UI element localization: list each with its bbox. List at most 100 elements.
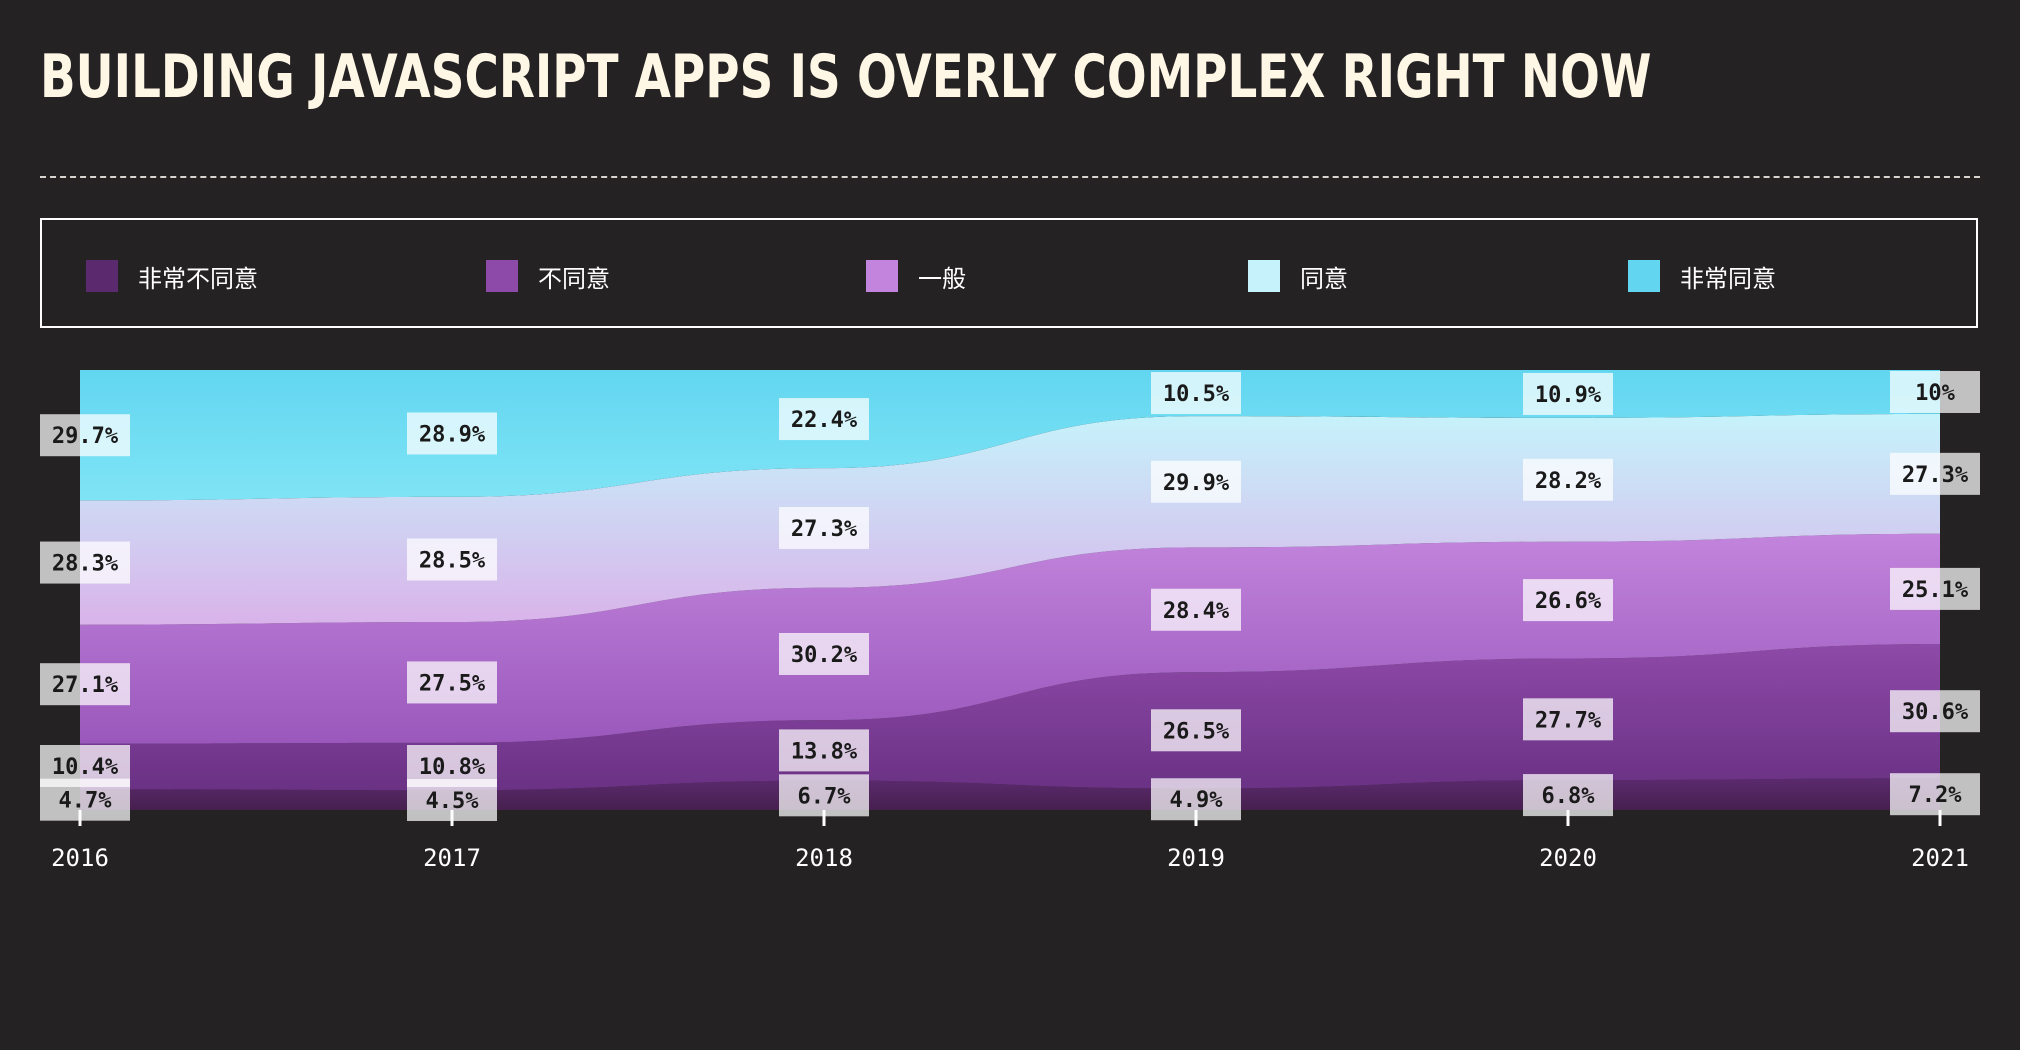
data-label-text: 10.5% (1163, 382, 1230, 407)
data-label: 30.2% (779, 632, 869, 675)
data-label-box (1890, 371, 1980, 413)
data-label-box (1151, 372, 1241, 415)
legend-label: 同意 (1300, 264, 1348, 293)
legend-swatch (1248, 260, 1280, 292)
data-label: 28.3% (40, 541, 130, 584)
data-label-text: 30.2% (791, 643, 858, 668)
data-label-box (779, 506, 869, 549)
data-label-text: 4.7% (59, 789, 113, 814)
data-label-text: 28.5% (419, 548, 486, 573)
data-label-box (1151, 588, 1241, 631)
data-label-box (1523, 372, 1613, 415)
data-label-text: 4.9% (1170, 788, 1224, 813)
data-label-box (407, 412, 497, 455)
area-3 (80, 413, 1940, 625)
legend-swatch (86, 260, 118, 292)
data-label-text: 28.2% (1535, 469, 1602, 494)
x-tick-label: 2021 (1911, 844, 1969, 872)
data-label-box (1523, 458, 1613, 501)
data-label: 26.6% (1523, 579, 1613, 622)
data-label-box (407, 661, 497, 704)
data-label-box (1523, 698, 1613, 741)
data-label-text: 6.8% (1542, 784, 1596, 809)
data-label-box (1890, 690, 1980, 733)
data-label: 7.2% (1890, 773, 1980, 816)
data-label: 10% (1890, 371, 1980, 413)
legend-item-agree[interactable]: 同意 (1248, 260, 1348, 293)
data-label-text: 28.9% (419, 422, 486, 447)
data-label: 27.5% (407, 661, 497, 704)
x-axis: 2016 2017 2018 2019 2020 2021 (51, 810, 1969, 872)
data-label: 10.8% (407, 745, 497, 787)
legend-label: 非常不同意 (138, 264, 258, 293)
data-label-text: 29.9% (1163, 471, 1230, 496)
legend-label: 不同意 (538, 264, 610, 293)
x-tick-label: 2017 (423, 844, 481, 872)
data-label-box (1523, 579, 1613, 622)
data-label-box (1523, 774, 1613, 817)
data-label-text: 10% (1915, 381, 1955, 406)
x-tick-label: 2020 (1539, 844, 1597, 872)
data-label-text: 28.3% (52, 552, 119, 577)
data-label: 6.7% (779, 774, 869, 817)
data-label-text: 27.3% (1902, 463, 1969, 488)
area-0 (80, 778, 1940, 810)
data-label: 30.6% (1890, 690, 1980, 733)
data-label-box (40, 541, 130, 584)
area-4 (80, 370, 1940, 501)
legend-item-disagree[interactable]: 不同意 (486, 260, 610, 293)
data-label: 22.4% (779, 398, 869, 441)
data-label: 28.4% (1151, 588, 1241, 631)
data-label-box (779, 729, 869, 772)
data-label-text: 27.7% (1535, 708, 1602, 733)
data-label: 28.2% (1523, 458, 1613, 501)
legend: 非常不同意 不同意 一般 同意 非常同意 (40, 218, 1978, 328)
data-label-text: 26.5% (1163, 719, 1230, 744)
data-label-box (1890, 452, 1980, 495)
data-label-text: 29.7% (52, 424, 119, 449)
data-label-text: 27.5% (419, 671, 486, 696)
data-label: 10.4% (40, 745, 130, 787)
data-label: 25.1% (1890, 567, 1980, 610)
data-label-box (40, 414, 130, 457)
data-label: 29.9% (1151, 460, 1241, 503)
chart-title: BUILDING JAVASCRIPT APPS IS OVERLY COMPL… (40, 42, 1652, 112)
data-label: 10.9% (1523, 372, 1613, 415)
legend-item-neutral[interactable]: 一般 (866, 260, 966, 293)
data-label: 27.3% (779, 506, 869, 549)
data-label-box (407, 745, 497, 787)
data-label: 27.1% (40, 663, 130, 706)
data-label-text: 6.7% (798, 784, 852, 809)
data-label-box (1151, 709, 1241, 752)
data-label-box (779, 632, 869, 675)
legend-swatch (1628, 260, 1660, 292)
area-2 (80, 533, 1940, 744)
data-label-box (40, 745, 130, 787)
data-label-box (1890, 773, 1980, 816)
data-label-text: 27.3% (791, 517, 858, 542)
title-divider (40, 176, 1980, 178)
legend-item-strongly-disagree[interactable]: 非常不同意 (86, 260, 258, 293)
data-label: 10.5% (1151, 372, 1241, 415)
data-label-box (779, 398, 869, 441)
data-label-text: 26.6% (1535, 589, 1602, 614)
legend-swatch (866, 260, 898, 292)
data-label-text: 22.4% (791, 408, 858, 433)
legend-item-strongly-agree[interactable]: 非常同意 (1628, 260, 1776, 293)
data-label-text: 7.2% (1909, 783, 1963, 808)
data-label: 29.7% (40, 414, 130, 457)
data-label-text: 4.5% (426, 789, 480, 814)
data-label-text: 30.6% (1902, 700, 1969, 725)
x-tick-label: 2018 (795, 844, 853, 872)
data-label: 27.3% (1890, 452, 1980, 495)
x-tick-label: 2019 (1167, 844, 1225, 872)
data-label-box (1890, 567, 1980, 610)
data-label: 26.5% (1151, 709, 1241, 752)
area-1 (80, 644, 1940, 791)
data-label-box (407, 538, 497, 581)
data-label-box (779, 774, 869, 817)
legend-swatch (486, 260, 518, 292)
data-label-box (1151, 460, 1241, 503)
data-label-text: 27.1% (52, 673, 119, 698)
